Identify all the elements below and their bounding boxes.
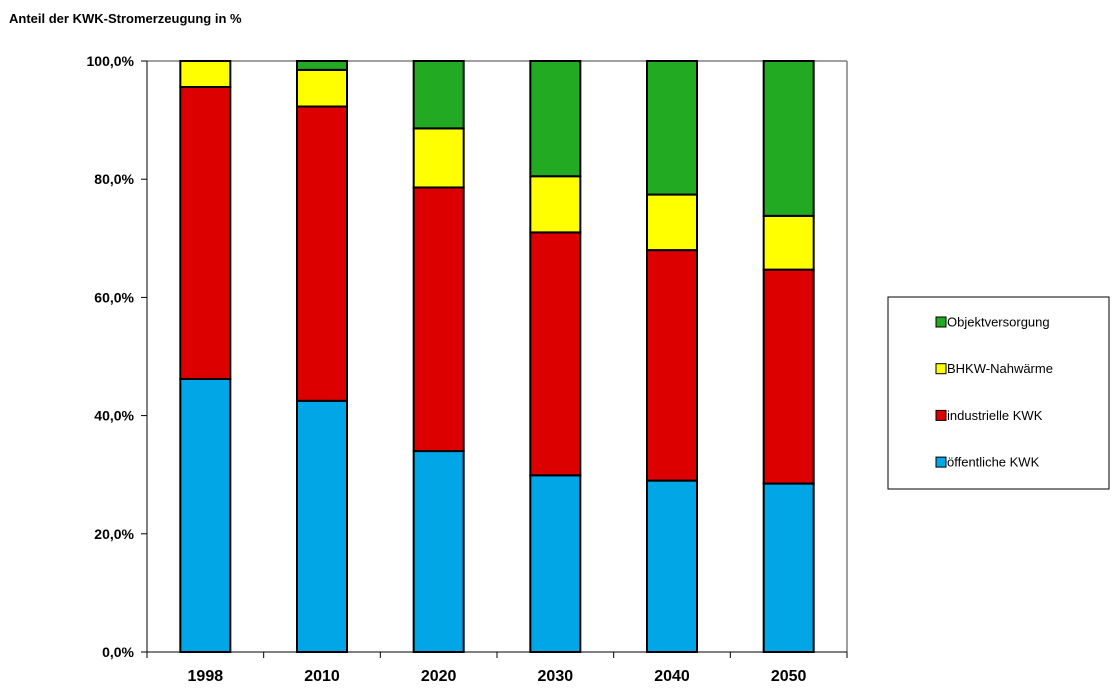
x-tick-label-2010: 2010 [304, 668, 340, 685]
legend: Objektversorgung BHKW-Nahwärme industriell… [887, 296, 1110, 490]
axes: 0,0% 20,0% 40,0% 60,0% 80,0% 100,0% 1998 2010 20… [87, 53, 848, 685]
y-tick-label: 60,0% [94, 289, 134, 305]
bar-segment-1998-öffentliche-kwk [179, 377, 232, 653]
chart-title: Anteil der KWK-Stromerzeugung in % [9, 11, 242, 26]
bar-segment-2010-objektversorgung [296, 60, 348, 71]
bar-segment-2050-objektversorgung [762, 60, 815, 217]
bar-segment-2010-öffentliche-kwk [296, 399, 348, 654]
legend-swatch [935, 409, 947, 421]
x-tick-label-2040: 2040 [654, 668, 690, 685]
legend-label: öffentliche KWK [947, 455, 1040, 470]
bar-segment-2040-bhkw-nahwärme [646, 193, 698, 252]
bar-segment-2030-industrielle-kwk [529, 231, 582, 477]
bar-segment-2020-bhkw-nahwärme [412, 127, 465, 189]
bar-segment-2030-objektversorgung [529, 60, 582, 178]
bar-segment-2010-bhkw-nahwärme [296, 68, 348, 108]
legend-swatch [935, 456, 947, 468]
y-tick-label: 20,0% [94, 526, 134, 542]
legend-label: Objektversorgung [947, 315, 1050, 330]
bar-segment-2030-bhkw-nahwärme [529, 175, 582, 234]
y-tick-label: 80,0% [94, 171, 134, 187]
legend-label: industrielle KWK [947, 408, 1043, 423]
legend-swatch [935, 316, 947, 328]
x-tick-label-2030: 2030 [538, 668, 574, 685]
bar-segment-2020-objektversorgung [412, 60, 465, 130]
bar-segment-2050-industrielle-kwk [762, 268, 815, 485]
bar-segment-2040-öffentliche-kwk [646, 479, 698, 653]
bar-segment-1998-bhkw-nahwärme [179, 60, 232, 89]
bar-segment-2020-öffentliche-kwk [412, 450, 465, 653]
y-tick-label: 0,0% [102, 644, 134, 660]
x-tick-label-2020: 2020 [421, 668, 457, 685]
bar-segment-2040-industrielle-kwk [646, 249, 698, 482]
y-tick-label: 40,0% [94, 408, 134, 424]
bar-segment-2020-industrielle-kwk [412, 186, 465, 453]
legend-box [887, 296, 1110, 490]
bar-segment-2050-bhkw-nahwärme [762, 214, 815, 271]
bar-segment-2030-öffentliche-kwk [529, 474, 582, 653]
bar-segment-2050-öffentliche-kwk [762, 482, 815, 653]
bar-segment-2010-industrielle-kwk [296, 105, 348, 402]
x-tick-label-1998: 1998 [188, 668, 224, 685]
x-tick-label-2050: 2050 [771, 668, 807, 685]
bar-segment-1998-industrielle-kwk [179, 86, 232, 380]
y-tick-label: 100,0% [87, 53, 135, 69]
bar-segment-2040-objektversorgung [646, 60, 698, 196]
legend-label: BHKW-Nahwärme [947, 361, 1053, 376]
legend-swatch [935, 363, 947, 375]
bars [179, 60, 815, 654]
